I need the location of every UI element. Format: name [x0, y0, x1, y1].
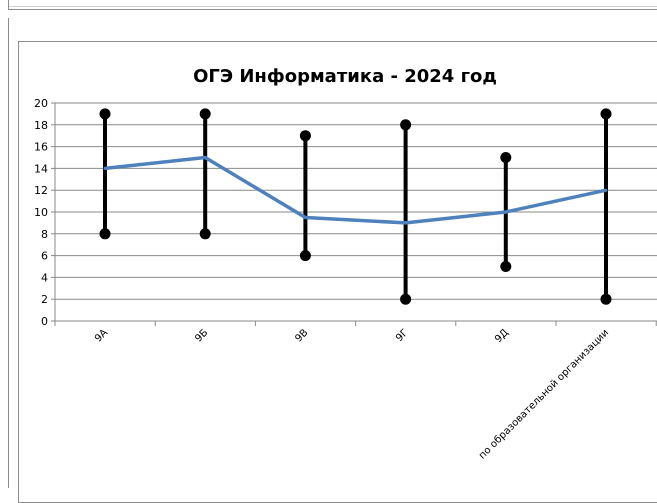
range-max-marker: [500, 152, 512, 163]
x-tick-label: 9А: [93, 327, 110, 344]
y-tick-label: 10: [34, 206, 48, 219]
series-point: [404, 221, 408, 225]
y-tick-label: 18: [34, 119, 48, 132]
series-point: [103, 166, 107, 170]
y-tick-label: 20: [34, 97, 48, 110]
gridlines: [55, 102, 657, 300]
previous-chart-rule: [9, 6, 657, 7]
x-tick-label: 9Г: [394, 327, 411, 344]
chart-title: ОГЭ Информатика - 2024 год: [193, 66, 497, 87]
y-tick-label: 12: [34, 184, 48, 197]
series-point: [203, 156, 207, 159]
range-bars: [99, 108, 612, 305]
series-point: [504, 210, 508, 214]
y-tick-label: 16: [34, 141, 48, 154]
x-tick-label: 9В: [293, 327, 310, 344]
series-lines: [103, 155, 608, 225]
series-point: [303, 215, 307, 219]
series-point: [604, 188, 608, 192]
series-line: [104, 155, 607, 225]
y-axis: 0 2 4 6 8 10 12 14 16 18 20: [34, 97, 56, 328]
chart-svg: ОГЭ Информатика - 2024 год 0 2 4 6 8 10 12 14 16…: [34, 66, 657, 462]
y-tick-label: 8: [41, 228, 48, 241]
x-tick-label: по образовательной организации: [477, 327, 611, 461]
range-max-marker: [400, 119, 412, 131]
range-max-marker: [99, 108, 111, 120]
y-tick-label: 0: [41, 315, 48, 328]
range-min-marker: [299, 250, 311, 262]
y-tick-label: 2: [41, 293, 48, 306]
range-max-marker: [600, 108, 612, 120]
y-tick-label: 14: [34, 162, 48, 175]
range-min-marker: [500, 261, 512, 272]
range-min-marker: [99, 228, 111, 240]
range-max-marker: [299, 130, 311, 142]
sheet-left-rule: [8, 18, 9, 488]
x-tick-label: 9Б: [193, 327, 210, 344]
range-min-marker: [199, 228, 211, 240]
range-min-marker: [600, 293, 612, 305]
x-tick-label: 9Д: [493, 327, 511, 345]
range-max-marker: [199, 108, 211, 120]
y-tick-label: 6: [41, 250, 48, 263]
previous-chart-frame: [8, 0, 657, 10]
range-min-marker: [400, 293, 412, 305]
y-tick-label: 4: [41, 271, 48, 284]
